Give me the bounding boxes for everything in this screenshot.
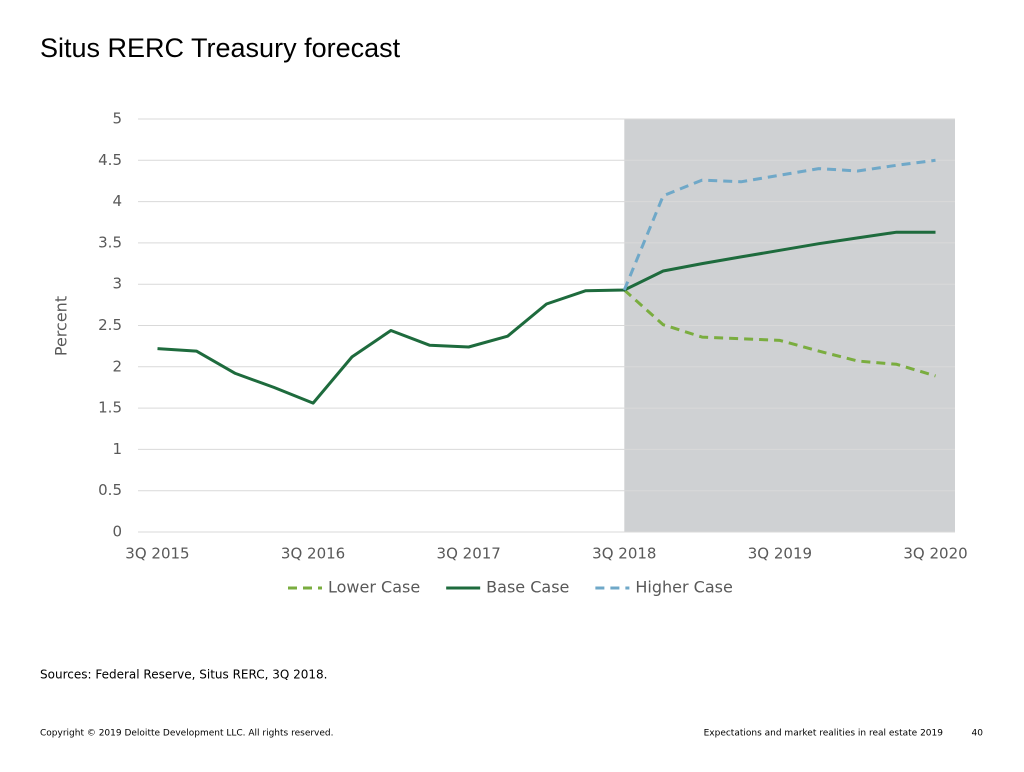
x-tick-label: 3Q 2018 (592, 545, 656, 563)
x-tick-label: 3Q 2017 (437, 545, 501, 563)
y-tick-label: 4 (112, 192, 122, 210)
legend-label: Lower Case (328, 578, 420, 597)
x-tick-label: 3Q 2015 (125, 545, 189, 563)
y-tick-label: 2 (112, 357, 122, 375)
y-axis-label: Percent (52, 296, 71, 356)
y-tick-label: 0 (112, 523, 122, 541)
slide-title: Situs RERC Treasury forecast (40, 33, 401, 63)
y-tick-label: 4.5 (98, 151, 122, 169)
copyright: Copyright © 2019 Deloitte Development LL… (40, 729, 334, 739)
series-line (623, 288, 936, 378)
y-tick-label: 1 (112, 440, 122, 458)
legend: Lower Case Base Case Higher Case (288, 578, 733, 597)
y-tick-label: 2.5 (98, 316, 122, 334)
footer-text: Expectations and market realities in rea… (704, 729, 944, 739)
sources: Sources: Federal Reserve, Situs RERC, 3Q… (40, 668, 328, 682)
y-tick-label: 3.5 (98, 233, 122, 251)
y-tick-label: 0.5 (98, 481, 122, 499)
x-tick-label: 3Q 2016 (281, 545, 345, 563)
x-tick-label: 3Q 2019 (748, 545, 812, 563)
x-tick-label: 3Q 2020 (903, 545, 967, 563)
page-number: 40 (972, 729, 984, 739)
y-tick-label: 3 (112, 275, 122, 293)
y-tick-label: 1.5 (98, 399, 122, 417)
series-line (157, 230, 936, 405)
y-tick-label: 5 (112, 110, 122, 128)
legend-label: Higher Case (635, 578, 732, 597)
legend-label: Base Case (486, 578, 569, 597)
